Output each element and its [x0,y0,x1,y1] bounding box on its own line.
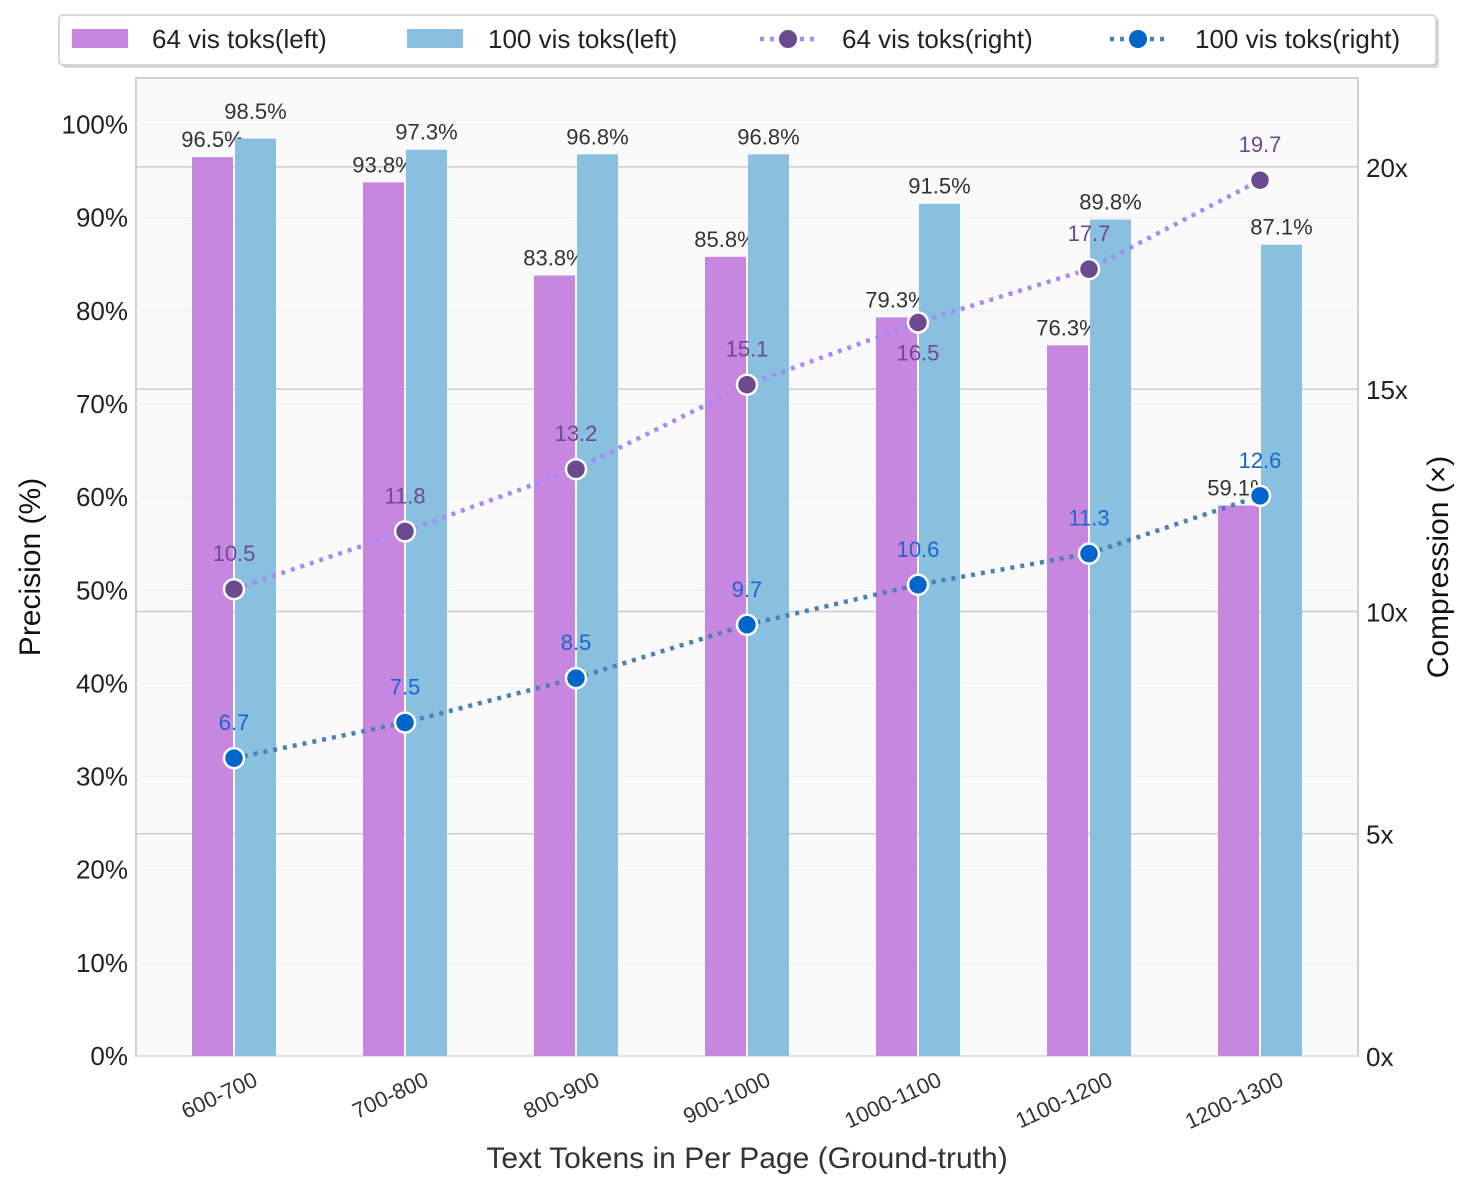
line-marker [735,373,759,396]
legend-label: 64 vis toks(right) [842,24,1033,54]
bar [1047,345,1088,1056]
legend-swatch [72,29,128,48]
y-tick-label: 20% [76,855,128,885]
legend-label: 64 vis toks(left) [152,24,327,54]
legend-label: 100 vis toks(left) [488,24,677,54]
bar [1218,505,1259,1056]
line-marker [1248,168,1272,192]
y-tick-label: 70% [76,389,128,419]
bar-data-label: 96.8% [566,124,628,149]
legend-marker [779,30,797,48]
line-marker [393,520,417,543]
line-data-label: 6.7 [219,710,250,735]
y-tick-label: 100% [62,110,129,140]
bar [192,157,233,1056]
y-right-tick-label: 15x [1366,375,1408,405]
line-marker [222,577,246,601]
bar-data-label: 96.8% [737,124,799,149]
x-tick-label: 900-1000 [679,1067,774,1129]
y-tick-label: 10% [76,948,128,978]
bar [534,275,575,1056]
y-tick-label: 30% [76,762,128,792]
line-data-label: 12.6 [1239,448,1282,473]
y-tick-label: 50% [76,575,128,605]
x-tick-label: 1200-1300 [1181,1067,1287,1134]
bar [363,182,404,1056]
line-marker [735,613,759,637]
bar [1090,219,1131,1056]
line-marker [906,311,930,334]
x-tick-label: 1100-1200 [1012,1067,1116,1133]
bar-data-label: 85.8% [694,227,756,252]
x-axis-label: Text Tokens in Per Page (Ground-truth) [486,1142,1007,1175]
bar [876,317,917,1056]
line-data-label: 17.7 [1068,221,1111,246]
line-data-label: 15.1 [726,337,769,362]
bar-data-label: 93.8% [352,152,414,177]
legend-label: 100 vis toks(right) [1195,24,1400,54]
bar [406,149,447,1057]
y-right-tick-label: 0x [1366,1042,1393,1072]
line-data-label: 7.5 [390,675,421,700]
bar-data-label: 83.8% [523,245,585,270]
line-data-label: 10.6 [897,537,940,562]
line-data-label: 10.5 [213,541,256,566]
legend: 64 vis toks(left) 100 vis toks(left) 64 vi… [58,14,1439,68]
line-data-label: 13.2 [555,421,598,446]
y-right-tick-label: 5x [1366,820,1393,850]
y-tick-label: 80% [76,296,128,326]
y-tick-label: 60% [76,482,128,512]
y-axis-label: Precision (%) [14,478,47,656]
y-right-tick-label: 20x [1366,153,1408,183]
plot-area [135,77,1359,1057]
line-data-label: 16.5 [897,341,940,366]
bar-data-label: 91.5% [908,174,970,199]
y-tick-label: 40% [76,668,128,698]
x-tick-label: 600-700 [177,1067,261,1124]
bar-data-label: 89.8% [1079,190,1141,215]
line-data-label: 19.7 [1239,132,1282,157]
bar-data-label: 76.3% [1036,315,1098,340]
bar-data-label: 97.3% [395,120,457,145]
y-tick-label: 90% [76,203,128,233]
y-right-axis-label: Compression (×) [1422,456,1455,679]
x-tick-label: 1000-1100 [841,1067,945,1133]
bar-data-label: 87.1% [1250,215,1312,240]
line-data-label: 11.3 [1068,506,1109,531]
line-marker [564,666,588,690]
line-marker [906,573,930,597]
y-right-tick-label: 10x [1366,597,1408,627]
x-tick-label: 800-900 [519,1067,603,1124]
line-marker [393,711,417,734]
legend-swatch [407,29,463,48]
bar [1261,244,1302,1056]
line-marker [1077,542,1101,565]
line-data-label: 8.5 [561,630,592,655]
line-data-label: 11.8 [384,483,425,508]
y-tick-label: 0% [90,1041,128,1071]
bar [577,154,618,1056]
line-marker [564,457,588,481]
bar-data-label: 79.3% [865,287,927,312]
line-marker [1077,257,1101,281]
bar-data-label: 96.5% [181,127,243,152]
bar [919,203,960,1056]
legend-box [58,14,1437,66]
legend-marker [1129,30,1147,48]
line-marker [222,746,246,770]
bar [748,154,789,1056]
line-marker [1248,484,1272,508]
bar-data-label: 98.5% [224,99,286,124]
x-tick-label: 700-800 [348,1067,432,1124]
line-data-label: 9.7 [732,577,763,602]
